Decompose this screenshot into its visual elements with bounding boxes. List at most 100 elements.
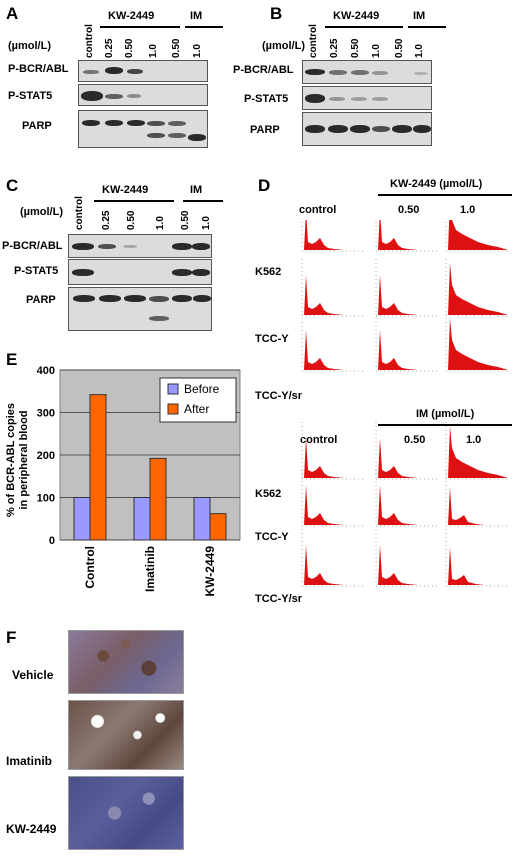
lane-label: 1.0 [155, 216, 166, 230]
dna-histogram [448, 547, 484, 585]
y-tick-label: 100 [37, 493, 55, 505]
dna-histogram [378, 275, 418, 315]
legend-label: After [184, 402, 209, 416]
row-label: P-BCR/ABL [2, 240, 63, 252]
row-label: PARP [26, 294, 56, 306]
y-tick-label: 200 [37, 450, 55, 462]
blot-p-bcr-abl [68, 234, 212, 258]
row-label: PARP [22, 120, 52, 132]
lane-label: 1.0 [148, 44, 159, 58]
group-kw-line [94, 200, 174, 202]
bar-after [89, 394, 107, 541]
dna-histogram [304, 330, 344, 370]
group-kw-label: KW-2449 [333, 10, 380, 22]
dna-histogram [378, 438, 418, 478]
bar-before [133, 497, 151, 541]
flow-histograms [301, 220, 510, 587]
group-im-line [185, 26, 223, 28]
legend-label: Before [184, 382, 220, 396]
lane-label: control [308, 24, 319, 58]
dna-histogram [378, 485, 418, 525]
treatment-label: Vehicle [12, 668, 54, 682]
tissue-imatinib [68, 700, 184, 770]
group-im-label: IM [190, 184, 203, 196]
im-header: IM (µmol/L) [416, 408, 475, 420]
lane-label: control [84, 24, 95, 58]
dna-histogram [304, 545, 344, 585]
group-kw-line [100, 26, 180, 28]
blot-parp [302, 112, 432, 146]
dna-histogram [378, 220, 418, 250]
legend-swatch [167, 383, 179, 395]
cell-label: TCC-Y [255, 531, 289, 543]
dna-histogram [378, 330, 418, 370]
panel-b-label: B [270, 4, 283, 23]
col-control: control [300, 434, 338, 446]
row-label: P-STAT5 [14, 265, 59, 277]
dna-histogram [448, 220, 508, 250]
kw-header: KW-2449 (µmol/L) [390, 178, 483, 190]
group-im-label: IM [413, 10, 426, 22]
col-050: 0.50 [398, 204, 420, 216]
blot-parp [78, 110, 208, 148]
bcr-abl-chart: 0 100 200 300 400 Control Imatinib KW-2449 % o… [5, 365, 241, 596]
dna-histogram [304, 485, 344, 525]
y-axis-label: % of BCR-ABL copiesin peripheral blood [5, 403, 30, 517]
group-im-line [183, 200, 223, 202]
group-kw-label: KW-2449 [108, 10, 155, 22]
row-label: P-BCR/ABL [8, 63, 69, 75]
bar-before [193, 497, 211, 541]
blot-p-stat5 [68, 259, 212, 285]
bar-after [149, 457, 167, 541]
panel-a-label: A [6, 4, 19, 23]
kw-header-line [378, 194, 512, 196]
dna-histogram [304, 438, 344, 478]
lane-label: 0.50 [171, 38, 182, 58]
blot-p-stat5 [78, 84, 208, 106]
row-label: PARP [250, 124, 280, 136]
panel-c-label: C [6, 176, 19, 195]
tissue-vehicle [68, 630, 184, 694]
y-tick-label: 0 [49, 535, 55, 547]
dna-histogram [378, 545, 418, 585]
dna-histogram [448, 318, 508, 370]
bar-after [209, 513, 227, 541]
lane-label: 0.25 [104, 38, 115, 58]
lane-label: 0.50 [126, 210, 137, 230]
col-10: 1.0 [466, 434, 482, 446]
lane-label: control [74, 196, 85, 230]
unit-label: (µmol/L) [262, 40, 305, 52]
dna-histogram [304, 275, 344, 315]
group-im-label: IM [190, 10, 203, 22]
cell-label: TCC-Y [255, 333, 289, 345]
blot-p-stat5 [302, 86, 432, 110]
dna-histogram [448, 426, 508, 478]
legend-swatch [167, 403, 179, 415]
lane-label: 1.0 [414, 44, 425, 58]
im-header-line [378, 424, 512, 426]
row-label: P-STAT5 [244, 93, 289, 105]
blot-p-bcr-abl [302, 60, 432, 84]
lane-label: 0.25 [101, 210, 112, 230]
col-control: control [299, 204, 337, 216]
cell-label: TCC-Y/sr [255, 593, 303, 605]
legend: Before After [159, 377, 237, 423]
x-tick-label: Control [83, 546, 97, 589]
lane-label: 1.0 [201, 216, 212, 230]
lane-label: 0.50 [350, 38, 361, 58]
dna-histogram [304, 220, 344, 250]
cell-label: TCC-Y/sr [255, 390, 303, 402]
group-kw-label: KW-2449 [102, 184, 149, 196]
blot-p-bcr-abl [78, 60, 208, 82]
cell-label: K562 [255, 488, 282, 500]
lane-label: 1.0 [371, 44, 382, 58]
row-label: P-STAT5 [8, 90, 53, 102]
group-kw-line [325, 26, 403, 28]
unit-label: (µmol/L) [8, 40, 51, 52]
col-050: 0.50 [404, 434, 426, 446]
lane-label: 0.25 [329, 38, 340, 58]
group-im-line [408, 26, 446, 28]
blot-parp [68, 287, 212, 331]
treatment-label: Imatinib [6, 754, 53, 768]
col-10: 1.0 [460, 204, 476, 216]
